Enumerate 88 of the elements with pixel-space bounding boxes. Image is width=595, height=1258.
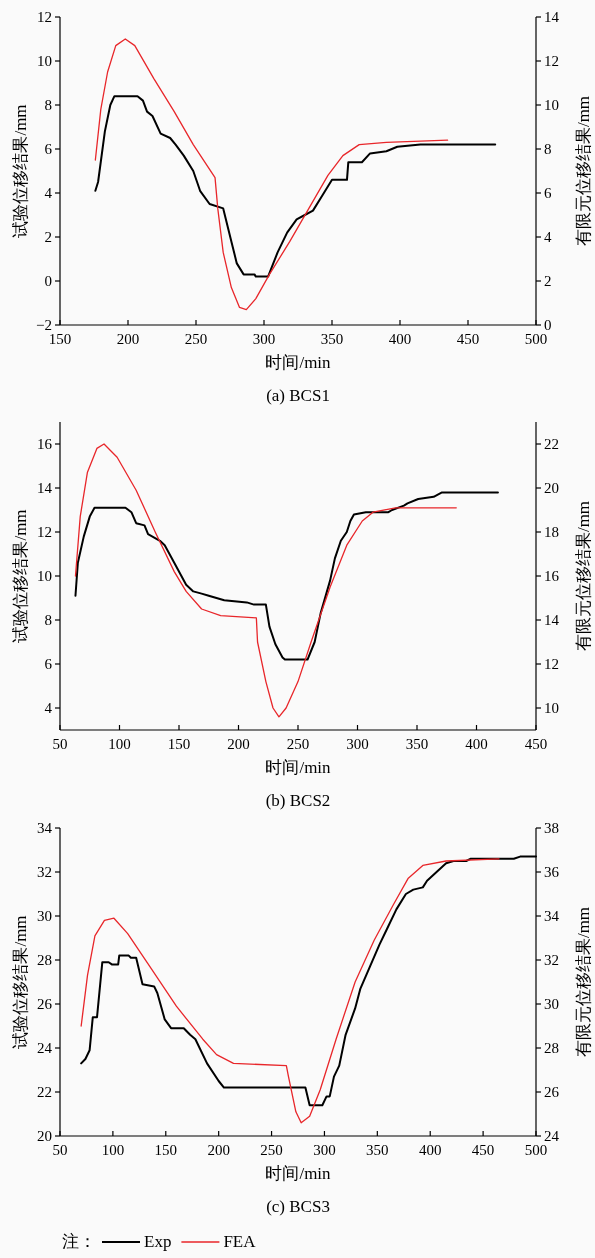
y2-axis-title: 有限元位移结果/mm xyxy=(574,500,593,652)
x-tick-label: 200 xyxy=(116,331,140,347)
y-tick-label: 20 xyxy=(37,1128,52,1144)
x-axis-title: 时间/min xyxy=(265,758,332,777)
y-tick-label: 8 xyxy=(44,97,52,113)
y-tick-label: 8 xyxy=(44,612,52,628)
x-axis-title: 时间/min xyxy=(265,353,332,372)
y2-tick-label: 34 xyxy=(544,908,560,924)
y2-tick-label: 16 xyxy=(544,568,560,584)
y2-tick-label: 20 xyxy=(544,480,559,496)
x-tick-label: 200 xyxy=(207,1142,230,1158)
x-tick-label: 450 xyxy=(471,1142,495,1158)
y-axis-title: 试验位移结果/mm xyxy=(11,104,30,238)
y2-tick-label: 26 xyxy=(544,1084,560,1100)
y-tick-label: 34 xyxy=(37,820,53,836)
x-tick-label: 500 xyxy=(524,331,548,347)
y2-tick-label: 4 xyxy=(544,229,552,245)
y-axis-title: 试验位移结果/mm xyxy=(11,915,30,1049)
y-tick-label: 4 xyxy=(44,700,53,716)
x-tick-label: 200 xyxy=(227,736,250,752)
x-tick-label: 300 xyxy=(346,736,369,752)
x-tick-label: 150 xyxy=(48,331,72,347)
y-tick-label: 6 xyxy=(44,141,53,157)
y2-tick-label: 0 xyxy=(544,317,552,333)
y2-tick-label: 2 xyxy=(544,273,552,289)
text: (c) BCS3 xyxy=(266,1197,330,1216)
y-tick-label: 6 xyxy=(44,656,53,672)
text: (a) BCS1 xyxy=(266,386,330,405)
y2-tick-label: 8 xyxy=(544,141,552,157)
x-tick-label: 50 xyxy=(52,1142,68,1158)
x-tick-label: 300 xyxy=(252,331,276,347)
y-tick-label: −2 xyxy=(36,317,52,333)
y-tick-label: 12 xyxy=(37,9,52,25)
legend-title: 注： xyxy=(62,1232,96,1251)
x-tick-label: 150 xyxy=(154,1142,178,1158)
y-tick-label: 32 xyxy=(37,864,52,880)
y2-tick-label: 38 xyxy=(544,820,559,836)
y2-tick-label: 28 xyxy=(544,1040,559,1056)
y2-tick-label: 32 xyxy=(544,952,559,968)
y2-tick-label: 24 xyxy=(544,1128,560,1144)
y-tick-label: 16 xyxy=(37,436,53,452)
y-tick-label: 10 xyxy=(37,568,52,584)
y-tick-label: 0 xyxy=(44,273,52,289)
x-tick-label: 250 xyxy=(260,1142,283,1158)
y-tick-label: 26 xyxy=(37,996,53,1012)
y2-tick-label: 10 xyxy=(544,97,559,113)
x-tick-label: 400 xyxy=(418,1142,442,1158)
legend-label: FEA xyxy=(223,1232,257,1251)
y2-tick-label: 14 xyxy=(544,9,560,25)
x-tick-label: 450 xyxy=(524,736,548,752)
x-tick-label: 450 xyxy=(456,331,480,347)
y-tick-label: 12 xyxy=(37,524,52,540)
x-tick-label: 250 xyxy=(184,331,208,347)
legend-label: Exp xyxy=(144,1232,172,1251)
y2-axis-title: 有限元位移结果/mm xyxy=(574,906,593,1058)
y-axis-title: 试验位移结果/mm xyxy=(11,509,30,643)
x-tick-label: 300 xyxy=(313,1142,336,1158)
y-tick-label: 24 xyxy=(37,1040,53,1056)
x-tick-label: 400 xyxy=(388,331,412,347)
y2-axis-title: 有限元位移结果/mm xyxy=(574,95,593,247)
y-tick-label: 30 xyxy=(37,908,52,924)
y2-tick-label: 6 xyxy=(544,185,552,201)
y-tick-label: 4 xyxy=(44,185,53,201)
x-tick-label: 50 xyxy=(52,736,68,752)
x-tick-label: 500 xyxy=(524,1142,548,1158)
x-tick-label: 350 xyxy=(320,331,344,347)
x-axis-title: 时间/min xyxy=(265,1164,332,1183)
x-tick-label: 350 xyxy=(366,1142,389,1158)
x-tick-label: 400 xyxy=(465,736,488,752)
y2-tick-label: 18 xyxy=(544,524,559,540)
y2-tick-label: 10 xyxy=(544,700,559,716)
text: (b) BCS2 xyxy=(265,791,331,810)
x-tick-label: 350 xyxy=(405,736,429,752)
y-tick-label: 2 xyxy=(44,229,52,245)
x-tick-label: 100 xyxy=(101,1142,125,1158)
y2-tick-label: 22 xyxy=(544,436,559,452)
x-tick-label: 100 xyxy=(108,736,131,752)
y-tick-label: 22 xyxy=(37,1084,52,1100)
x-tick-label: 250 xyxy=(286,736,310,752)
y-tick-label: 28 xyxy=(37,952,52,968)
y2-tick-label: 14 xyxy=(544,612,560,628)
y-tick-label: 14 xyxy=(37,480,53,496)
y2-tick-label: 12 xyxy=(544,53,559,69)
y2-tick-label: 36 xyxy=(544,864,560,880)
y2-tick-label: 30 xyxy=(544,996,559,1012)
x-tick-label: 150 xyxy=(167,736,191,752)
y2-tick-label: 12 xyxy=(544,656,559,672)
y-tick-label: 10 xyxy=(37,53,52,69)
